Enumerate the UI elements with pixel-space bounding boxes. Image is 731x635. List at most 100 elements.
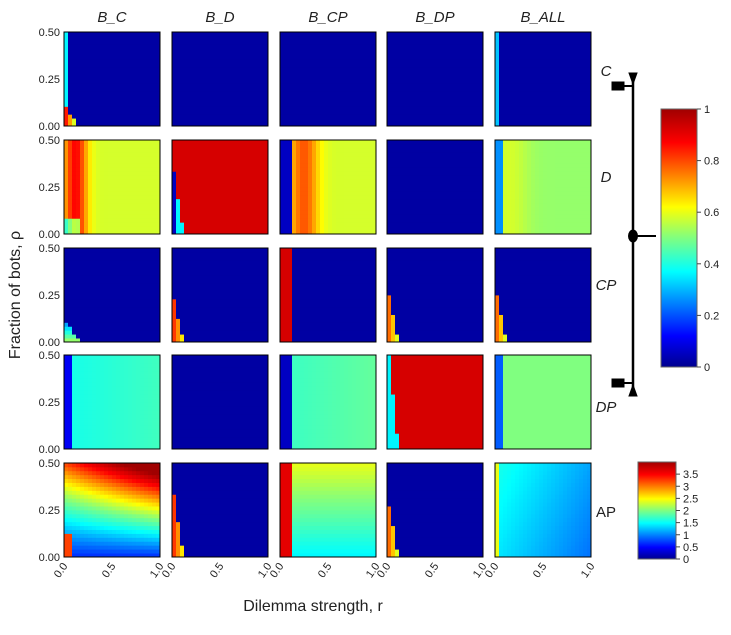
heatmap-cell [320,118,325,123]
heatmap-cell [328,147,333,153]
heatmap-cell [368,187,373,192]
heatmap-cell [176,171,181,176]
heatmap-cell [280,39,285,45]
heatmap-cell [124,98,129,103]
heatmap-cell [571,67,576,72]
heatmap-cell [356,86,361,92]
heatmap-cell [571,63,576,68]
heatmap-cell [503,79,508,84]
heatmap-cell [423,147,428,153]
heatmap-cell [547,90,552,96]
heatmap-cell [108,167,113,172]
heatmap-cell [499,67,504,72]
heatmap-panel-C-B_CP [279,31,377,127]
heatmap-cell [304,171,309,176]
heatmap-cell [372,47,377,52]
heatmap-cell [495,63,500,68]
heatmap-cell [308,175,313,180]
heatmap-cell [499,114,504,119]
heatmap-cell [256,190,261,196]
heatmap-cell [140,39,145,45]
heatmap-cell [224,79,229,84]
heatmap-cell [248,202,253,207]
heatmap-cell [232,163,237,168]
heatmap-cell [104,187,109,192]
heatmap-cell [104,230,109,235]
heatmap-cell [459,63,464,68]
heatmap-cell [192,35,197,41]
heatmap-cell [112,86,117,92]
heatmap-cell [356,202,361,207]
heatmap-cell [567,79,572,84]
heatmap-cell [152,94,157,99]
heatmap-cell [300,194,305,200]
heatmap-cell [543,43,548,49]
heatmap-cell [571,82,576,88]
heatmap-cell [228,102,233,107]
heatmap-cell [200,102,205,107]
heatmap-cell [232,226,237,231]
heatmap-cell [128,140,133,145]
heatmap-cell [304,179,309,184]
heatmap-cell [423,163,428,168]
heatmap-cell [304,206,309,211]
heatmap-cell [447,194,452,200]
heatmap-cell [156,94,161,99]
heatmap-cell [539,90,544,96]
heatmap-cell [324,175,329,180]
heatmap-cell [403,206,408,211]
heatmap-cell [284,71,289,76]
heatmap-cell [184,175,189,180]
heatmap-cell [439,167,444,172]
heatmap-cell [575,35,580,41]
heatmap-cell [579,122,584,127]
heatmap-cell [260,32,265,37]
heatmap-cell [415,175,420,180]
heatmap-cell [300,155,305,160]
heatmap-cell [80,151,85,157]
heatmap-cell [415,171,420,176]
heatmap-cell [332,98,337,103]
heatmap-cell [356,43,361,49]
heatmap-cell [212,43,217,49]
heatmap-cell [543,71,548,76]
heatmap-cell [439,94,444,99]
heatmap-cell [352,210,357,215]
heatmap-cell [391,59,396,64]
heatmap-cell [216,194,221,200]
heatmap-cell [184,187,189,192]
heatmap-cell [547,43,552,49]
heatmap-cell [312,79,317,84]
heatmap-cell [340,151,345,157]
heatmap-cell [212,206,217,211]
heatmap-cell [427,98,432,103]
heatmap-cell [340,155,345,160]
heatmap-cell [296,198,301,204]
heatmap-cell [76,106,81,111]
heatmap-cell [443,106,448,111]
heatmap-cell [419,67,424,72]
heatmap-cell [320,151,325,157]
heatmap-cell [252,226,257,231]
heatmap-cell [423,179,428,184]
heatmap-cell [324,171,329,176]
heatmap-cell [200,110,205,115]
heatmap-cell [280,175,285,180]
heatmap-cell [515,102,520,107]
heatmap-cell [224,151,229,157]
heatmap-cell [427,118,432,123]
heatmap-cell [360,106,365,111]
heatmap-cell [148,218,153,223]
heatmap-cell [68,202,73,207]
heatmap-cell [427,159,432,164]
heatmap-cell [248,179,253,184]
heatmap-cell [264,110,269,115]
heatmap-cell [583,94,588,99]
heatmap-cell [399,206,404,211]
heatmap-cell [124,102,129,107]
heatmap-cell [264,159,269,164]
heatmap-cell [320,114,325,119]
heatmap-cell [475,35,480,41]
heatmap-cell [204,155,209,160]
heatmap-cell [463,39,468,45]
